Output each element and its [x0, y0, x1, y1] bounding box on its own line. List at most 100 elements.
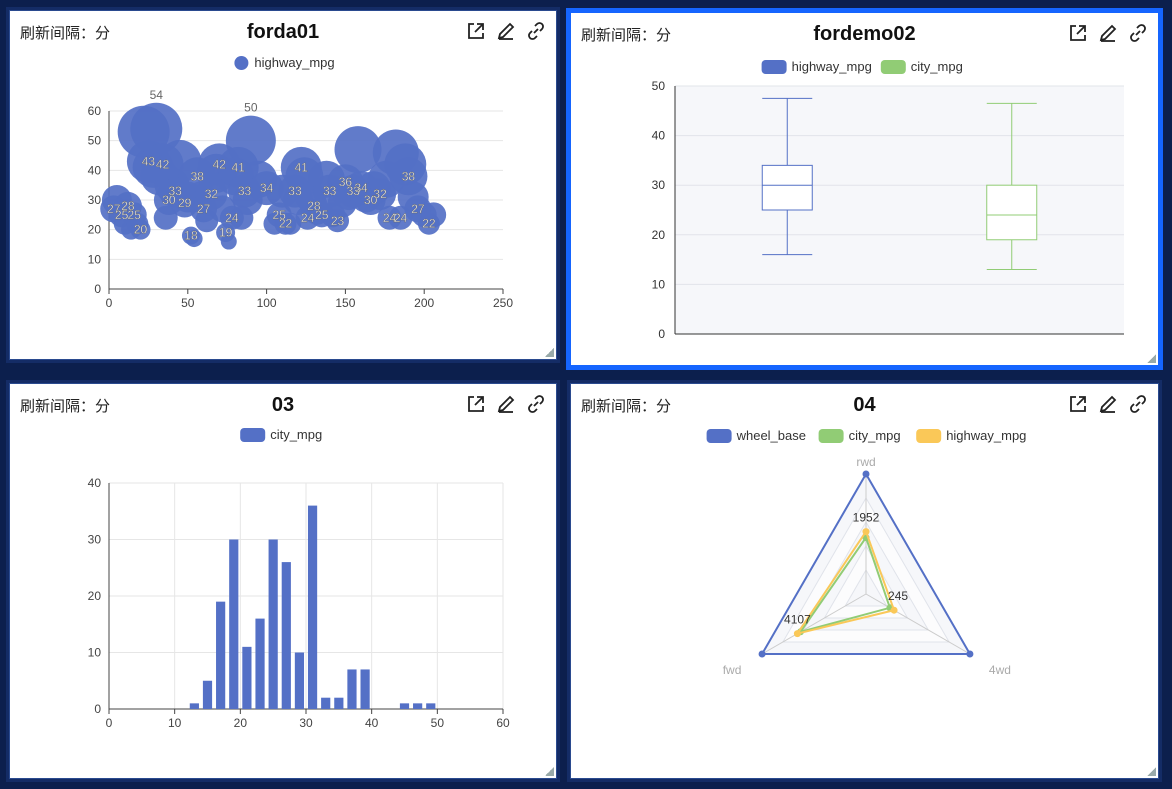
- point-label: 24: [394, 211, 408, 225]
- legend-label: city_mpg: [849, 428, 901, 443]
- refresh-interval-label: 刷新间隔：分: [20, 398, 111, 415]
- link-icon[interactable]: [526, 21, 546, 41]
- resize-handle[interactable]: [1147, 767, 1156, 776]
- legend-marker: [916, 429, 942, 443]
- box-iqr: [761, 164, 813, 211]
- bar: [281, 562, 291, 709]
- bar: [216, 601, 226, 709]
- point-label: 54: [150, 88, 164, 102]
- y-tick-label: 10: [88, 252, 102, 266]
- plot-background: [675, 86, 1124, 334]
- radar-spoke: [865, 593, 971, 655]
- x-tick-label: 50: [431, 716, 445, 730]
- x-tick-label: 40: [365, 716, 379, 730]
- resize-handle[interactable]: [545, 348, 554, 357]
- point-label: 42: [213, 157, 227, 171]
- y-tick-label: 0: [658, 327, 665, 341]
- box-iqr: [986, 184, 1038, 241]
- edit-icon[interactable]: [496, 394, 516, 414]
- legend-marker: [761, 60, 787, 74]
- point-label: 24: [225, 211, 239, 225]
- y-tick-label: 0: [94, 282, 101, 296]
- point-label: 33: [238, 184, 252, 198]
- point-label: 43: [142, 154, 156, 168]
- radar-point: [890, 606, 898, 614]
- point-label: 25: [115, 208, 129, 222]
- panel-04: 刷新间隔：分 04 rwd 4wd fwd 1952 245 4107 wheel_base…: [567, 380, 1162, 782]
- point-label: 27: [107, 202, 121, 216]
- y-tick-label: 60: [88, 104, 102, 118]
- radar-chart: rwd 4wd fwd 1952 245 4107 wheel_base city_mpg hi…: [706, 428, 1026, 677]
- scatter-point: [225, 115, 276, 166]
- point-label: 29: [178, 196, 192, 210]
- radar-point: [862, 470, 870, 478]
- radar-point: [793, 630, 801, 638]
- edit-icon[interactable]: [1098, 394, 1118, 414]
- bar: [413, 703, 423, 709]
- scatter-point: [220, 233, 237, 250]
- scatter-point: [334, 126, 382, 174]
- edit-icon[interactable]: [1098, 23, 1118, 43]
- legend-marker: [818, 429, 844, 443]
- legend-marker: [706, 429, 732, 443]
- point-label: 24: [383, 211, 397, 225]
- point-label: 50: [244, 101, 258, 115]
- point-label: 32: [205, 187, 219, 201]
- boxplot-chart: highway_mpg city_mpg 0 10 20 30 40 50: [652, 59, 1124, 341]
- refresh-interval-label: 刷新间隔：分: [581, 27, 672, 44]
- bar: [399, 703, 410, 709]
- y-tick-label: 30: [88, 193, 102, 207]
- point-label: 19: [219, 226, 233, 240]
- bar: [229, 539, 239, 709]
- legend-marker: [880, 60, 906, 74]
- y-tick-label: 20: [652, 228, 666, 242]
- edit-icon[interactable]: [496, 21, 516, 41]
- x-tick-label: 0: [106, 716, 113, 730]
- x-tick-label: 30: [299, 716, 313, 730]
- radar-point: [966, 650, 974, 658]
- radar-spoke: [761, 593, 867, 655]
- radar-annotation: 4107: [784, 613, 811, 627]
- bar: [360, 669, 370, 709]
- radar-series-line: [760, 471, 972, 655]
- legend-marker: [234, 56, 249, 70]
- x-tick-label: 250: [493, 296, 513, 310]
- bar: [334, 697, 344, 709]
- x-tick-label: 50: [181, 296, 195, 310]
- y-tick-label: 50: [652, 79, 666, 93]
- point-label: 34: [260, 181, 274, 195]
- bar-chart: city_mpg 0 10 20 30 40 0 10 20 30 40 50 60: [88, 427, 510, 730]
- radar-annotation: 245: [888, 589, 908, 603]
- radar-series-line: [798, 535, 892, 634]
- point-label: 36: [339, 175, 353, 189]
- external-link-icon[interactable]: [1068, 394, 1088, 414]
- refresh-interval-label: 刷新间隔：分: [20, 25, 111, 42]
- external-link-icon[interactable]: [466, 21, 486, 41]
- radar-point: [862, 528, 870, 536]
- resize-handle[interactable]: [545, 767, 554, 776]
- point-label: 25: [315, 208, 329, 222]
- external-link-icon[interactable]: [1068, 23, 1088, 43]
- point-label: 23: [331, 214, 345, 228]
- point-label: 34: [354, 181, 368, 195]
- y-tick-label: 0: [94, 702, 101, 716]
- point-label: 33: [323, 184, 337, 198]
- y-tick-label: 50: [88, 134, 102, 148]
- point-label: 28: [121, 199, 135, 213]
- external-link-icon[interactable]: [466, 394, 486, 414]
- link-icon[interactable]: [1128, 394, 1148, 414]
- point-label: 33: [347, 184, 361, 198]
- link-icon[interactable]: [526, 394, 546, 414]
- panel-toolbar: [1068, 394, 1148, 414]
- legend-label: highway_mpg: [792, 59, 872, 74]
- point-label: 38: [191, 169, 205, 183]
- point-label: 25: [128, 208, 142, 222]
- bar: [268, 539, 278, 709]
- point-label: 30: [364, 193, 378, 207]
- resize-handle[interactable]: [1147, 354, 1156, 363]
- refresh-interval-label: 刷新间隔：分: [581, 398, 672, 415]
- radar-series-line: [795, 529, 896, 636]
- panel-toolbar: [466, 394, 546, 414]
- link-icon[interactable]: [1128, 23, 1148, 43]
- point-label: 27: [411, 202, 425, 216]
